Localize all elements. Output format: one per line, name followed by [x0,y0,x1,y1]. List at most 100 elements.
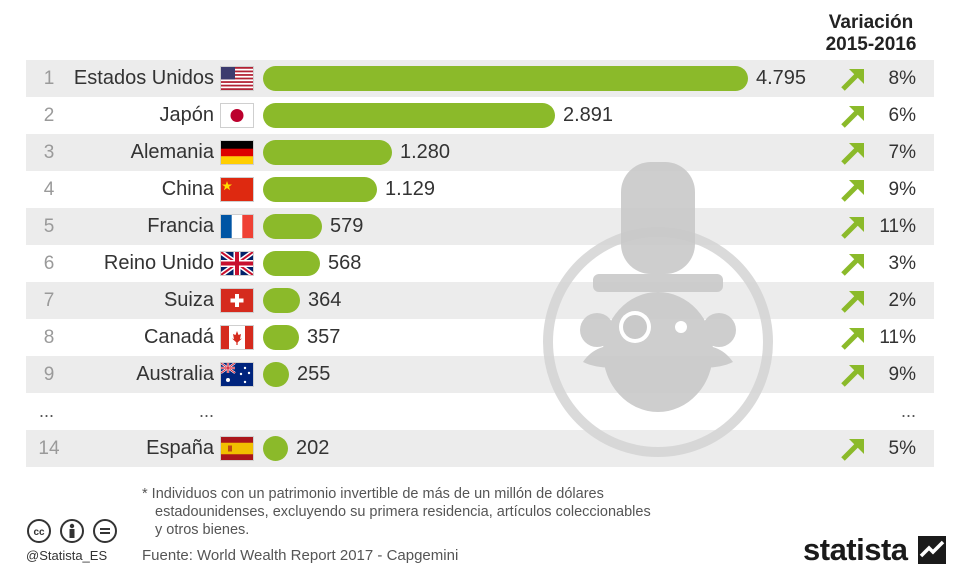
footnote-line-1: * Individuos con un patrimonio invertibl… [142,486,604,502]
change-label: 8% [888,68,916,89]
up-arrow-icon [840,288,866,314]
rank-label: 6 [43,253,55,274]
value-label: 1.280 [400,141,451,163]
cn-flag-icon [221,178,253,201]
table-row: 5 Francia 579 11% [26,208,934,245]
ca-flag-icon [221,326,253,349]
statista-handle: @Statista_ES [26,548,108,563]
up-arrow-icon [840,436,866,462]
table-row: 14 España 202 5% [26,430,934,467]
country-label: Reino Unido [103,252,214,274]
up-arrow-icon [840,177,866,203]
country-label: España [146,437,214,459]
rank-label: 4 [43,179,55,200]
source-text: Fuente: World Wealth Report 2017 - Capge… [142,547,459,564]
country-label: Canadá [143,326,214,348]
statista-logo-icon [918,536,946,564]
es-flag-icon [221,437,253,460]
millionaire-mascot-icon [543,162,773,457]
statista-wordmark: statista [803,532,908,567]
change-label: 9% [888,179,916,200]
header-line-1: Variación [828,12,914,33]
table-row: ......... [26,393,934,430]
table-row: 3 Alemania 1.280 7% [26,134,934,171]
country-label: Japón [159,104,215,126]
bar [263,140,392,165]
de-flag-icon [221,141,253,164]
change-label: 5% [888,438,916,459]
footnote-line-3: y otros bienes. [155,522,250,538]
ellipsis-country: ... [199,401,215,421]
value-label: 202 [296,437,330,459]
change-label: 2% [888,290,916,311]
bar [263,251,320,276]
up-arrow-icon [840,214,866,240]
rank-label: 9 [43,364,55,385]
rank-label: 14 [38,438,60,459]
value-label: 255 [297,363,331,385]
value-label: 357 [307,326,341,348]
table-row: 8 Canadá 357 11% [26,319,934,356]
country-label: Australia [136,363,214,385]
rank-label: 1 [43,68,55,89]
rank-label: 5 [43,216,55,237]
country-label: China [161,178,214,200]
gb-flag-icon [221,252,253,275]
country-label: Alemania [130,141,214,163]
value-label: 568 [328,252,362,274]
table-row: 4 China 1.129 9% [26,171,934,208]
change-label: 11% [879,327,916,348]
ch-flag-icon [221,289,253,312]
bar [263,214,322,239]
country-label: Francia [147,215,214,237]
up-arrow-icon [840,325,866,351]
bar [263,288,300,313]
change-label: 3% [888,253,916,274]
bar [263,436,288,461]
change-label: 9% [888,364,916,385]
change-label: 7% [888,142,916,163]
up-arrow-icon [840,251,866,277]
header-line-2: 2015-2016 [825,34,917,55]
footnote: * Individuos con un patrimonio invertibl… [142,485,762,539]
creative-commons-icons: cc [27,519,117,543]
svg-text:cc: cc [33,527,45,538]
table-row: 9 Australia 255 9% [26,356,934,393]
statista-logo: statista [803,532,946,568]
change-label: 6% [888,105,916,126]
change-column-header: Variación 2015-2016 [816,12,926,56]
value-label: 4.795 [756,67,807,89]
table-row: 6 Reino Unido 568 3% [26,245,934,282]
table-row: 7 Suiza 364 2% [26,282,934,319]
au-flag-icon [221,363,253,386]
rank-label: 7 [43,290,55,311]
up-arrow-icon [840,66,866,92]
country-label: Suiza [163,289,214,311]
up-arrow-icon [840,362,866,388]
ellipsis-change: ... [900,401,916,421]
table-row: 2 Japón 2.891 6% [26,97,934,134]
bar [263,362,289,387]
jp-flag-icon [221,104,253,127]
bar [263,325,299,350]
ellipsis-rank: ... [39,401,55,421]
bar [263,66,748,91]
up-arrow-icon [840,103,866,129]
chart-rows: 1 Estados Unidos 4.795 8% 2 Japón 2.891 6% 3 Alem… [26,60,934,467]
up-arrow-icon [840,140,866,166]
bar [263,103,555,128]
fr-flag-icon [221,215,253,238]
rank-label: 3 [43,142,55,163]
value-label: 364 [308,289,342,311]
change-label: 11% [879,216,916,237]
footnote-line-2: estadounidenses, excluyendo su primera r… [155,504,651,520]
bar [263,177,377,202]
value-label: 2.891 [563,104,614,126]
value-label: 1.129 [385,178,436,200]
country-label: Estados Unidos [73,67,214,89]
value-label: 579 [330,215,364,237]
us-flag-icon [221,67,253,90]
table-row: 1 Estados Unidos 4.795 8% [26,60,934,97]
rank-label: 8 [43,327,55,348]
rank-label: 2 [43,105,55,126]
